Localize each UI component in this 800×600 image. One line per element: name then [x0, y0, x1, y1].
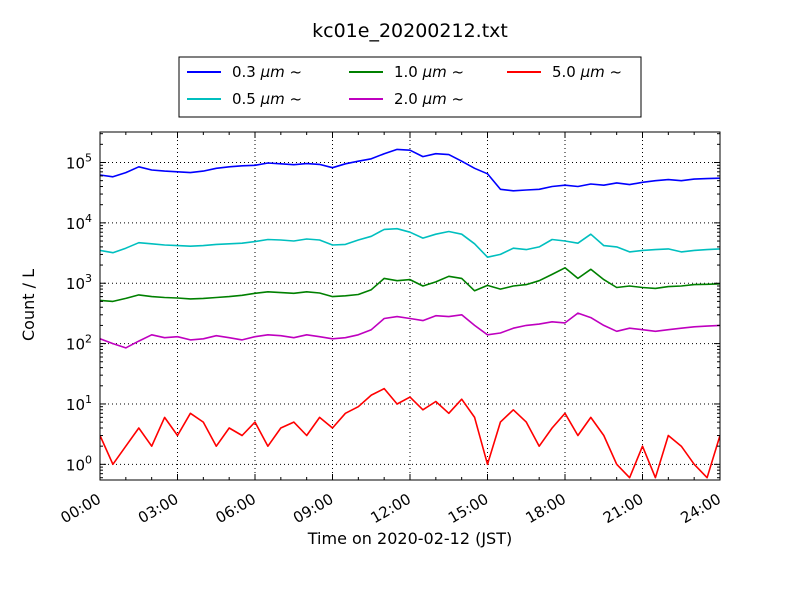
axis-ticks — [99, 132, 721, 480]
legend-entry-label: 0.3 µm ~ — [232, 63, 302, 81]
y-tick-labels: 100 101 102 103 104 105 — [66, 151, 92, 474]
y-tick-label: 105 — [66, 151, 92, 172]
series-line-0.5 — [100, 227, 720, 259]
series-lines — [100, 148, 720, 479]
x-tick-label: 18:00 — [523, 490, 569, 527]
x-axis-label: Time on 2020-02-12 (JST) — [307, 529, 512, 548]
x-tick-label: 21:00 — [600, 490, 646, 527]
plot-area — [99, 131, 721, 481]
series-line-1.0 — [100, 266, 720, 303]
x-tick-label: 06:00 — [213, 490, 259, 527]
x-tick-label: 15:00 — [445, 490, 491, 527]
x-tick-labels: 00:00 03:00 06:00 09:00 12:00 15:00 18:00 21:00… — [58, 490, 724, 527]
y-axis-label: Count / L — [19, 269, 38, 341]
series-line-5.0 — [100, 387, 720, 479]
legend-box — [178, 56, 642, 118]
y-tick-label: 102 — [66, 333, 92, 354]
y-tick-label: 100 — [66, 453, 92, 474]
chart-title: kc01e_20200212.txt — [312, 20, 508, 42]
legend-entry-label: 1.0 µm ~ — [394, 63, 464, 81]
series-line-2.0 — [100, 312, 720, 349]
x-tick-label: 03:00 — [135, 490, 181, 527]
x-tick-label: 24:00 — [678, 490, 724, 527]
legend-entry-label: 0.5 µm ~ — [232, 90, 302, 108]
legend-entry-label: 5.0 µm ~ — [552, 63, 622, 81]
x-tick-label: 12:00 — [368, 490, 414, 527]
y-tick-label: 101 — [66, 393, 92, 414]
legend-entry-label: 2.0 µm ~ — [394, 90, 464, 108]
series-line-0.3 — [100, 148, 720, 192]
y-tick-label: 104 — [66, 212, 92, 233]
x-tick-label: 09:00 — [290, 490, 336, 527]
x-tick-label: 00:00 — [58, 490, 104, 527]
y-tick-label: 103 — [66, 272, 92, 293]
legend: 0.3 µm ~ 0.5 µm ~ 1.0 µm ~ 2.0 µm ~ 5.0 µm ~ — [178, 56, 642, 118]
